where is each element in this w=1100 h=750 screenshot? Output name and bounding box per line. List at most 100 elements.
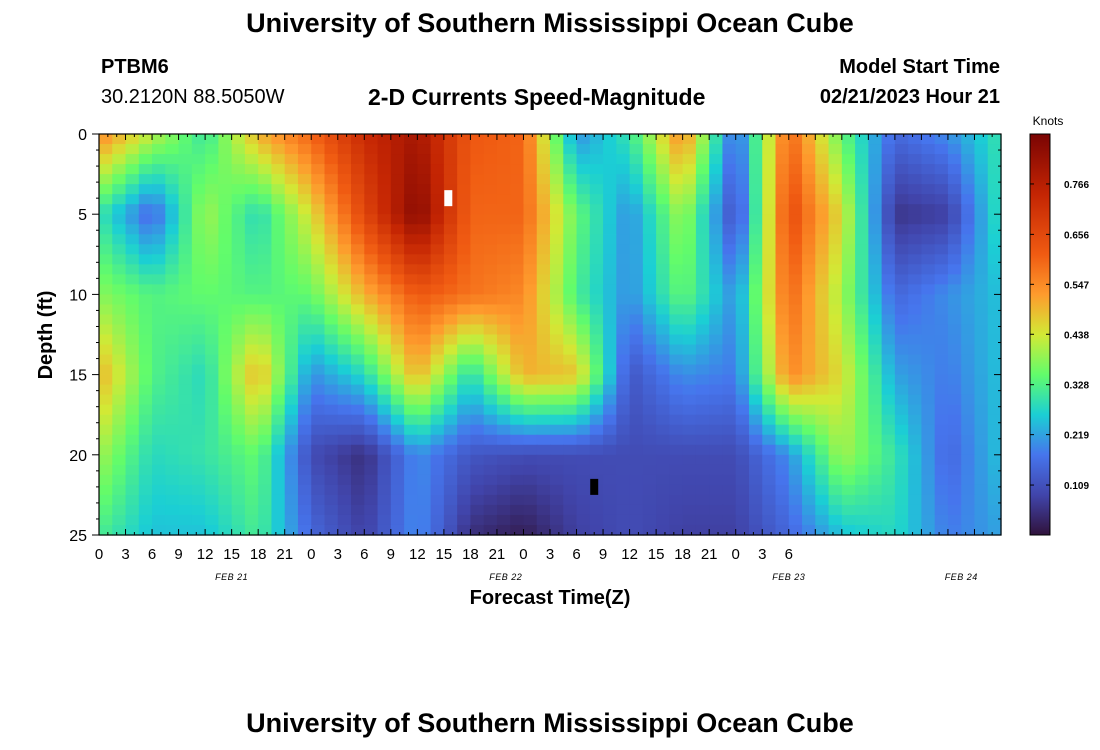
heatmap-cell [231,454,246,466]
heatmap-cell [961,194,976,205]
heatmap-cell [112,384,127,396]
heatmap-cell [722,324,737,336]
heatmap-cell [576,284,591,296]
heatmap-cell [324,244,339,255]
heatmap-cell [112,164,127,175]
heatmap-cell [748,134,763,145]
heatmap-cell [351,404,365,416]
heatmap-cell [934,294,949,306]
heatmap-cell [443,304,458,316]
heatmap-cell [855,294,869,306]
heatmap-cell [709,484,724,496]
heatmap-cell [311,484,326,496]
heatmap-cell [550,364,564,376]
heatmap-cell [443,354,458,366]
heatmap-cell [961,504,976,516]
heatmap-cell [709,434,724,446]
heatmap-cell [921,514,936,526]
heatmap-cell [616,164,631,175]
heatmap-cell [390,334,405,346]
x-tick-label: 3 [546,546,554,563]
heatmap-cell [218,154,233,165]
heatmap-cell [364,184,379,195]
heatmap-cell [417,304,432,316]
heatmap-cell [430,244,445,255]
heatmap-cell [695,384,710,396]
heatmap-cell [974,144,989,155]
heatmap-cell [762,254,777,265]
heatmap-cell [974,484,989,496]
heatmap-cell [404,274,418,285]
heatmap-cell [695,284,710,296]
heatmap-cell [629,404,644,416]
heatmap-cell [244,374,259,386]
heatmap-cell [284,454,299,466]
heatmap-cell [961,344,976,356]
heatmap-cell [788,194,803,205]
heatmap-cell [934,244,949,255]
heatmap-cell [775,384,790,396]
heatmap-cell [802,344,816,356]
heatmap-cell [337,144,352,155]
heatmap-cell [669,164,684,175]
heatmap-cell [629,304,644,316]
heatmap-cell [231,524,246,536]
heatmap-cell [284,294,299,306]
heatmap-cell [828,434,843,446]
heatmap-cell [404,314,418,326]
heatmap-cell [377,274,392,285]
heatmap-cell [947,334,962,346]
heatmap-cell [868,424,883,436]
heatmap-cell [165,484,180,496]
heatmap-cell [483,304,498,316]
heatmap-cell [324,404,339,416]
heatmap-cell [802,384,816,396]
heatmap-cell [868,234,883,245]
heatmap-cell [125,134,140,145]
heatmap-cell [536,404,551,416]
heatmap-cell [682,424,697,436]
heatmap-cell [377,414,392,426]
heatmap-cell [470,194,485,205]
heatmap-cell [152,374,166,386]
heatmap-cell [324,514,339,526]
heatmap-cell [908,384,923,396]
heatmap-cell [364,314,379,326]
heatmap-cell [191,424,206,436]
heatmap-cell [218,254,233,265]
heatmap-cell [244,474,259,486]
heatmap-cell [550,324,564,336]
heatmap-cell [576,394,591,406]
heatmap-cell [231,474,246,486]
heatmap-cell [695,474,710,486]
heatmap-cell [191,344,206,356]
heatmap-cell [297,294,312,306]
heatmap-cell [855,414,869,426]
heatmap-cell [218,214,233,225]
heatmap-cell [244,464,259,476]
heatmap-cell [218,134,233,145]
heatmap-cell [682,264,697,275]
heatmap-cell [138,194,153,205]
heatmap-cell [961,224,976,235]
heatmap-cell [961,214,976,225]
heatmap-cell [523,294,538,306]
heatmap-cell [178,324,193,336]
heatmap-cell [987,204,1002,215]
heatmap-cell [589,444,604,456]
heatmap-cell [642,414,657,426]
heatmap-cell [788,344,803,356]
heatmap-cell [695,414,710,426]
heatmap-cell [311,454,326,466]
heatmap-cell [802,134,816,145]
heatmap-cell [855,474,869,486]
heatmap-cell [894,454,909,466]
heatmap-cell [894,174,909,185]
heatmap-cell [297,264,312,275]
heatmap-cell [669,434,684,446]
heatmap-cell [470,134,485,145]
heatmap-cell [536,414,551,426]
heatmap-cell [788,244,803,255]
heatmap-cell [908,404,923,416]
heatmap-cell [695,234,710,245]
